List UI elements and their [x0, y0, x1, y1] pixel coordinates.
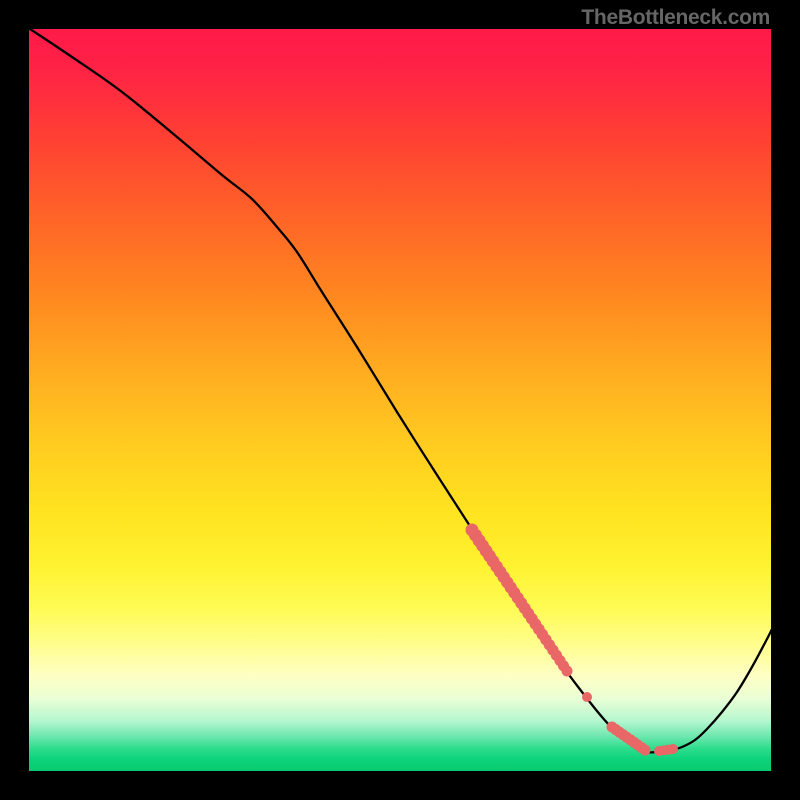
bottleneck-chart [27, 27, 773, 773]
data-marker [562, 666, 573, 677]
plot-area [27, 27, 773, 773]
gradient-background [27, 27, 773, 773]
data-marker [582, 692, 592, 702]
data-marker [668, 744, 678, 754]
data-marker [640, 745, 651, 756]
chart-container: TheBottleneck.com [0, 0, 800, 800]
